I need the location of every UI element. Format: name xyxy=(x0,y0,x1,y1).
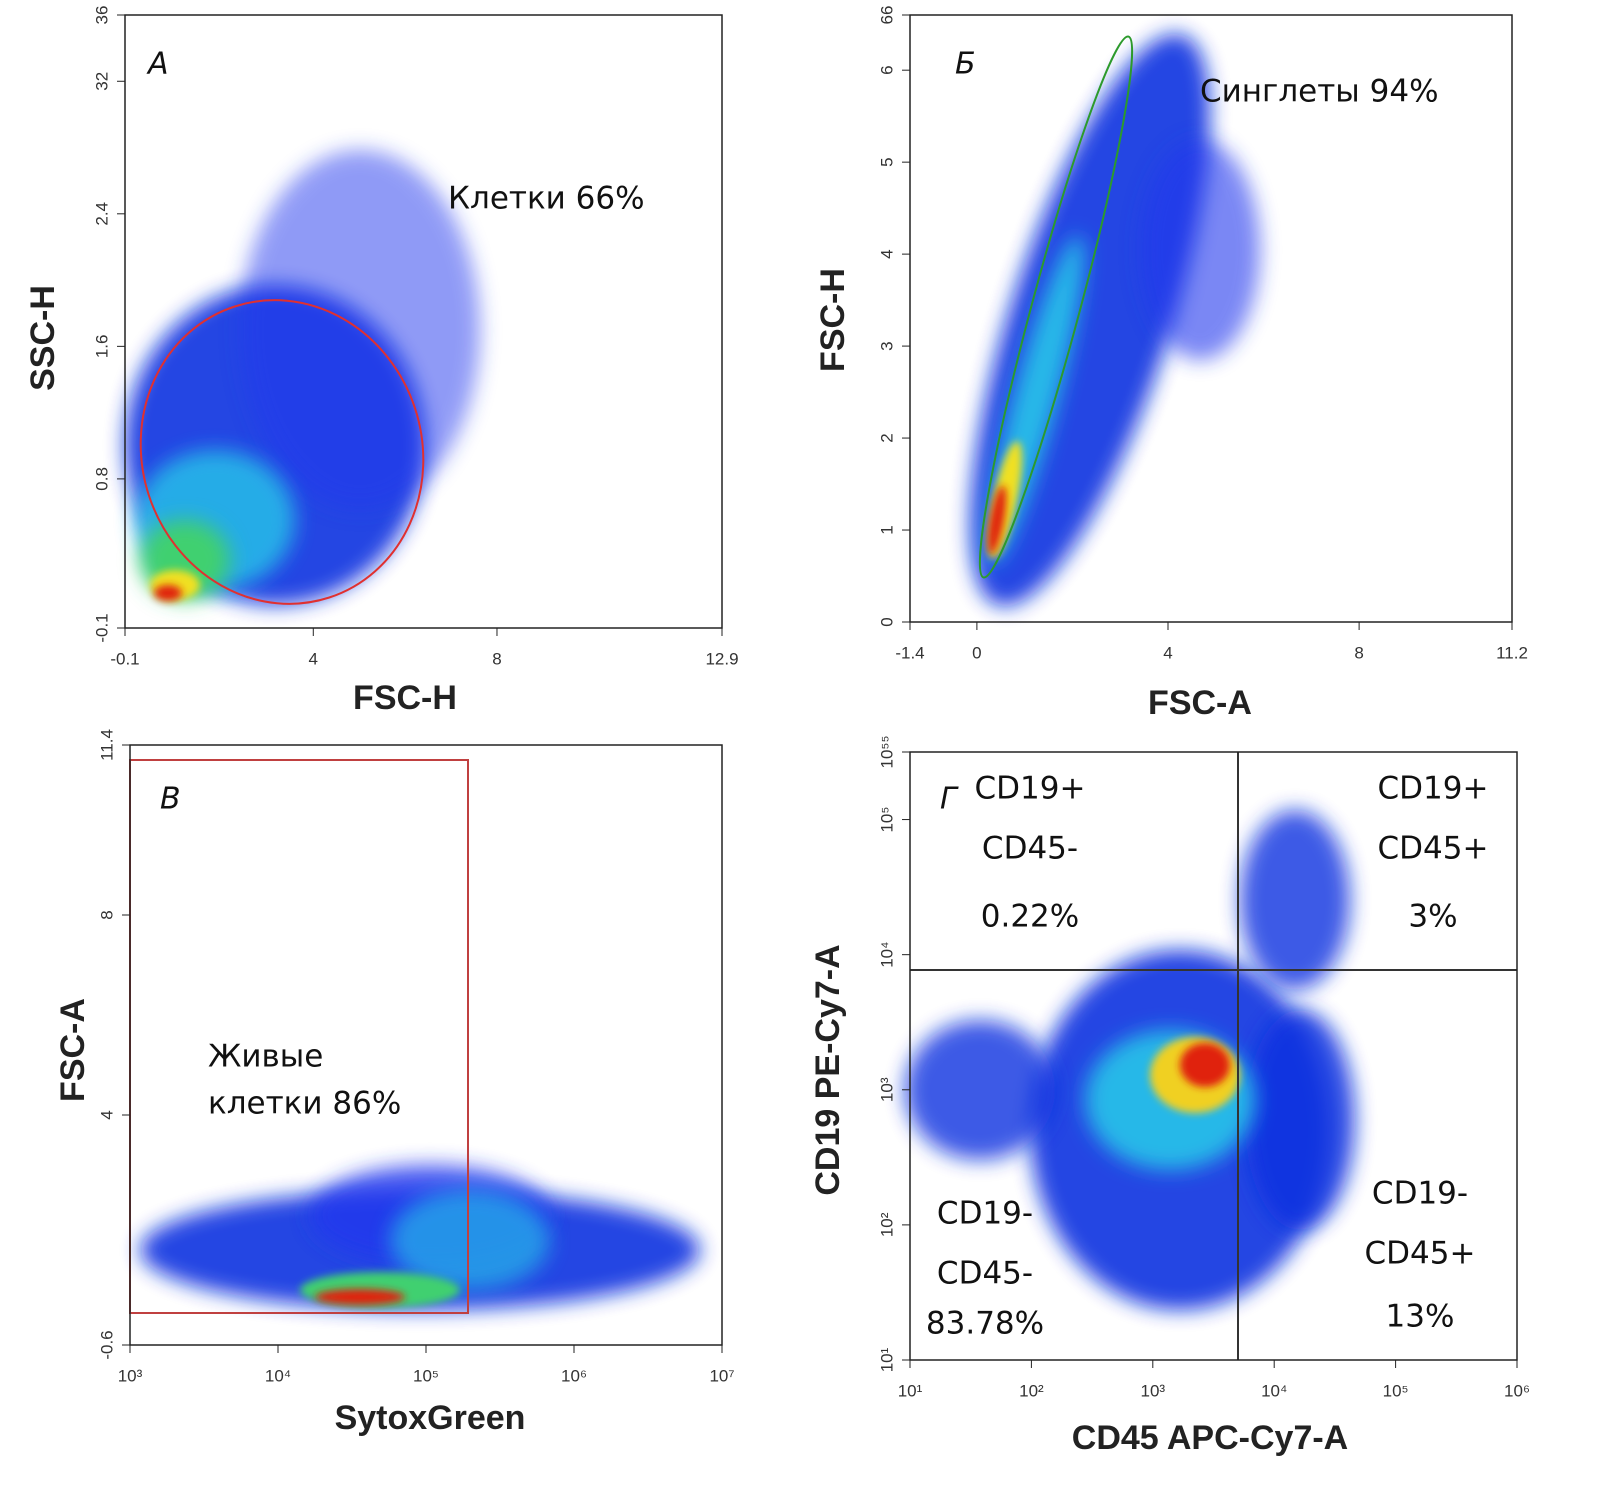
panel-letter: В xyxy=(160,782,181,817)
plot-frame xyxy=(909,751,1518,1361)
y-tick-label: 1.6 xyxy=(92,335,111,359)
y-tick-label: 0.8 xyxy=(92,467,111,491)
cloud xyxy=(154,585,182,601)
panel-letter: А xyxy=(146,47,169,82)
plot-frame xyxy=(909,14,1513,623)
y-tick-label: 8 xyxy=(97,910,116,919)
x-tick-label: 10⁷ xyxy=(709,1366,734,1385)
y-tick-label: 6 xyxy=(877,65,896,74)
y-tick-label: 1 xyxy=(877,525,896,534)
annotation: CD45- xyxy=(982,831,1078,867)
y-tick-label: 66 xyxy=(877,6,896,25)
y-axis-label: FSC-H xyxy=(814,268,852,372)
x-tick-label: 12.9 xyxy=(705,649,738,668)
annotation: 0.22% xyxy=(981,899,1079,935)
panel: -0.1 4 8 12.9 -0.1 0.8 1.6 2.4 32 36 FSC-H SSC-H А Кл… xyxy=(24,6,739,717)
y-tick-label: 0 xyxy=(877,617,896,626)
cloud xyxy=(905,1020,1055,1160)
cloud xyxy=(1245,1010,1355,1230)
y-tick-label: 4 xyxy=(97,1110,116,1119)
annotation: Клетки 66% xyxy=(448,181,645,217)
x-tick-label: -0.1 xyxy=(110,649,139,668)
y-tick-label: 10⁴ xyxy=(877,942,896,968)
annotation: Живые xyxy=(208,1039,323,1075)
y-tick-label: -0.6 xyxy=(97,1330,116,1359)
x-tick-label: 4 xyxy=(309,649,318,668)
x-tick-label: 10³ xyxy=(1141,1381,1166,1400)
cloud xyxy=(1140,140,1260,360)
panel: -1.4 0 4 8 11.2012345666FSC-AFSC-HБСинглеты … xyxy=(814,6,1528,722)
x-tick-label: 0 xyxy=(972,643,981,662)
x-tick-label: 10⁶ xyxy=(1504,1381,1530,1400)
cloud xyxy=(1240,810,1350,990)
panel: 10¹ 10² 10³ 10⁴ 10⁵ 10⁶ 10¹ 10² 10³ 10⁴ 10⁵ 10⁵⁵ CD4… xyxy=(809,735,1530,1456)
panel: 10³ 10⁴ 10⁵ 10⁶ 10⁷ -0.6 4 8 11.4 SytoxGreen FSC-A… xyxy=(54,729,735,1437)
x-tick-label: 11.2 xyxy=(1496,643,1528,662)
x-tick-label: 10⁵ xyxy=(1383,1381,1409,1400)
x-axis-label: FSC-H xyxy=(353,679,457,717)
annotation: CD19- xyxy=(1372,1176,1468,1212)
x-tick-label: 8 xyxy=(492,649,501,668)
x-tick-label: 10³ xyxy=(118,1366,143,1385)
x-tick-label: 10⁴ xyxy=(1261,1381,1287,1400)
x-tick-label: -1.4 xyxy=(895,643,924,662)
y-tick-label: 10³ xyxy=(877,1077,896,1102)
x-tick-label: 8 xyxy=(1354,643,1363,662)
y-tick-label: 10⁵⁵ xyxy=(877,735,896,768)
y-tick-label: -0.1 xyxy=(92,613,111,642)
annotation: CD45+ xyxy=(1378,831,1489,867)
x-tick-label: 10² xyxy=(1019,1381,1044,1400)
cloud xyxy=(987,485,1007,555)
y-axis-label: CD19 PE-Cy7-A xyxy=(809,944,847,1195)
y-tick-label: 10¹ xyxy=(877,1347,896,1372)
x-axis-label: CD45 APC-Cy7-A xyxy=(1072,1419,1348,1457)
y-tick-label: 5 xyxy=(877,157,896,166)
x-axis-label: FSC-A xyxy=(1148,684,1252,722)
annotation: 13% xyxy=(1386,1299,1455,1335)
annotation: CD45+ xyxy=(1365,1236,1476,1272)
gate xyxy=(978,35,1134,579)
plot-frame xyxy=(124,14,723,629)
annotation: CD19+ xyxy=(1378,771,1489,807)
annotation: Синглеты 94% xyxy=(1200,74,1439,110)
panel-letter: Б xyxy=(955,47,976,82)
y-tick-label: 36 xyxy=(92,6,111,25)
annotation: клетки 86% xyxy=(208,1086,401,1122)
panel-letter: Г xyxy=(940,782,959,817)
annotation: CD45- xyxy=(937,1256,1033,1292)
y-tick-label: 2 xyxy=(877,433,896,442)
gate xyxy=(139,299,425,605)
y-axis-label: SSC-H xyxy=(24,285,62,391)
x-axis-label: SytoxGreen xyxy=(335,1399,526,1437)
annotation: 83.78% xyxy=(926,1306,1044,1342)
x-tick-label: 10⁴ xyxy=(265,1366,291,1385)
annotation: CD19- xyxy=(937,1196,1033,1232)
y-tick-label: 4 xyxy=(877,249,896,258)
x-tick-label: 10¹ xyxy=(898,1381,923,1400)
annotation: 3% xyxy=(1408,899,1457,935)
cloud xyxy=(390,1190,550,1290)
cloud xyxy=(315,1289,405,1305)
y-tick-label: 10² xyxy=(877,1212,896,1237)
y-tick-label: 10⁵ xyxy=(877,807,896,833)
annotation: CD19+ xyxy=(975,771,1086,807)
y-axis-label: FSC-A xyxy=(54,998,92,1102)
y-tick-label: 11.4 xyxy=(97,729,116,761)
cloud xyxy=(1180,1043,1230,1087)
y-tick-label: 32 xyxy=(92,72,111,91)
x-tick-label: 10⁵ xyxy=(413,1366,439,1385)
x-tick-label: 10⁶ xyxy=(561,1366,587,1385)
y-tick-label: 2.4 xyxy=(92,202,111,226)
y-tick-label: 3 xyxy=(877,341,896,350)
x-tick-label: 4 xyxy=(1163,643,1172,662)
